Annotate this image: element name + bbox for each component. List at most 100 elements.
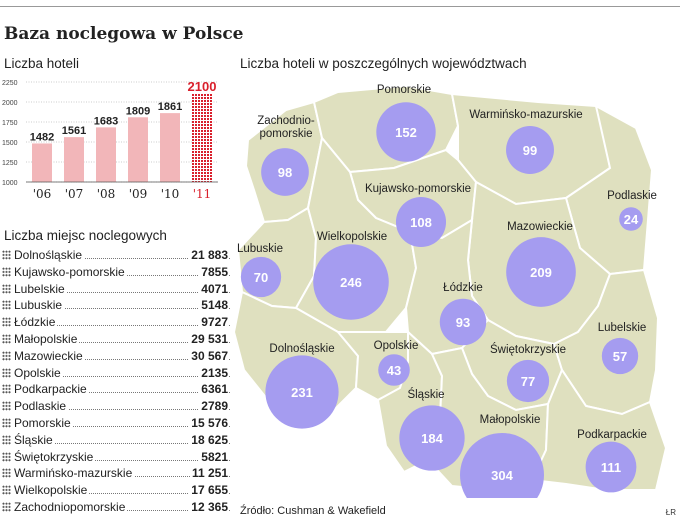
bubble-value-label: 98: [278, 165, 292, 180]
y-tick-label: 2250: [2, 80, 18, 87]
y-tick-label: 1750: [2, 120, 18, 127]
grid-icon: [2, 350, 11, 361]
bed-count: 5148: [199, 298, 228, 314]
bar-value-label: 1561: [62, 125, 86, 137]
bar-value-label: 1861: [158, 101, 182, 113]
region-name: Kujawsko-pomorskie: [14, 264, 127, 280]
grid-icon: [2, 300, 11, 311]
region-name: Śląskie: [14, 432, 55, 448]
region-label: Małopolskie: [480, 414, 541, 426]
hotel-bubble: [601, 337, 639, 375]
grid-icon: [2, 468, 11, 479]
region-name: Lubuskie: [14, 298, 65, 314]
bed-count: 5821: [199, 449, 228, 465]
map-bubbles: 152 99 98 108 24 70 246 209 93 231 43 77 57 184 304 111: [240, 102, 643, 498]
hotels-bar-chart: 1000 1250 1500 1750 2000 2250 1482 '06 1561 '07 16…: [2, 79, 218, 201]
y-tick-label: 1250: [2, 160, 18, 167]
credit-mark: ŁR: [665, 508, 676, 517]
bar-value-label: 2100: [188, 79, 217, 94]
bed-count: 7855: [199, 264, 228, 280]
leader-dots: [14, 291, 230, 293]
bar: [160, 113, 180, 182]
bed-count: 12 365: [189, 500, 228, 515]
table-row: Kujawsko-pomorskie 7855: [0, 264, 230, 280]
bar: [96, 127, 116, 182]
grid-icon: [2, 250, 11, 260]
leader-dots: [14, 442, 230, 444]
hotel-bubble: [376, 102, 436, 162]
bed-count: 29 531: [189, 332, 228, 347]
bar: [64, 137, 84, 182]
hotel-bubble: [439, 298, 487, 346]
table-row: Małopolskie 29 531: [0, 332, 230, 347]
bubble-value-label: 111: [601, 460, 621, 475]
table-row: Zachodniopomorskie 12 365: [0, 500, 230, 515]
bubble-value-label: 152: [395, 125, 417, 140]
bubble-value-label: 108: [410, 215, 432, 230]
region-label: pomorskie: [259, 128, 312, 140]
grid-icon: [2, 502, 11, 512]
bar: [32, 143, 52, 182]
bubble-value-label: 304: [491, 468, 513, 483]
region-label: Podlaskie: [607, 190, 657, 202]
region-name: Małopolskie: [14, 332, 80, 347]
leader-dots: [14, 358, 230, 360]
bubble-value-label: 70: [254, 270, 268, 285]
beds-table-title: Liczba miejsc noclegowych: [4, 228, 167, 243]
page-title: Baza noclegowa w Polsce: [4, 24, 244, 44]
hotel-bubble: [378, 354, 410, 386]
bar-value-label: 1482: [30, 131, 54, 143]
region-label: Pomorskie: [377, 84, 431, 96]
region-label: Opolskie: [374, 340, 419, 352]
region-name: Lubelskie: [14, 281, 67, 297]
region-label: Śląskie: [407, 388, 444, 401]
hotel-bubble: [240, 256, 282, 298]
table-row: Dolnośląskie 21 883: [0, 248, 230, 263]
y-tick-label: 1500: [2, 140, 18, 147]
table-row: Warmińsko-mazurskie 11 251: [0, 466, 230, 482]
leader-dots: [14, 325, 230, 327]
bed-count: 6361: [199, 382, 228, 398]
grid-icon: [2, 334, 11, 344]
hotel-bubble: [261, 148, 309, 196]
hotel-bubble: [619, 207, 643, 231]
bubble-value-label: 43: [387, 363, 401, 378]
grid-icon: [2, 451, 11, 462]
hotel-bubble: [506, 237, 576, 307]
region-name: Opolskie: [14, 365, 63, 381]
hotel-bubble: [460, 433, 544, 498]
x-tick-label: '11: [193, 187, 212, 201]
region-name: Mazowieckie: [14, 348, 85, 364]
table-row: Łódzkie 9727: [0, 315, 230, 331]
bubble-value-label: 99: [523, 143, 537, 158]
leader-dots: [14, 392, 230, 394]
table-row: Podlaskie 2789: [0, 399, 230, 415]
hotel-bubble: [313, 244, 389, 320]
region-name: Podkarpackie: [14, 382, 89, 398]
hotel-bubble: [585, 441, 637, 493]
bubble-value-label: 77: [521, 374, 535, 389]
region-label: Warmińsko-mazurskie: [469, 109, 582, 121]
region-name: Łódzkie: [14, 315, 58, 331]
table-row: Opolskie 2135: [0, 365, 230, 381]
table-row: Pomorskie 15 576: [0, 416, 230, 431]
top-rule: [0, 6, 680, 7]
region-label: Zachodnio-: [257, 115, 315, 127]
region-name: Zachodniopomorskie: [14, 500, 128, 515]
region-name: Warmińsko-mazurskie: [14, 466, 135, 482]
grid-icon: [2, 367, 11, 378]
table-row: Lubelskie 4071: [0, 281, 230, 297]
bed-count: 11 251: [189, 466, 228, 482]
bed-count: 15 576: [189, 416, 228, 431]
leader-dots: [14, 342, 230, 343]
map-labels: Pomorskie Warmińsko-mazurskie Zachodnio-po…: [237, 84, 657, 441]
y-tick-label: 1000: [2, 180, 18, 187]
x-tick-label: '07: [65, 187, 84, 201]
leader-dots: [14, 375, 230, 377]
source-note: Źródło: Cushman & Wakefield: [240, 505, 386, 517]
region-label: Dolnośląskie: [269, 343, 334, 355]
bubble-value-label: 209: [530, 265, 552, 280]
hotel-bubble: [506, 359, 550, 403]
x-tick-label: '08: [97, 187, 116, 201]
region-name: Dolnośląskie: [14, 248, 85, 263]
